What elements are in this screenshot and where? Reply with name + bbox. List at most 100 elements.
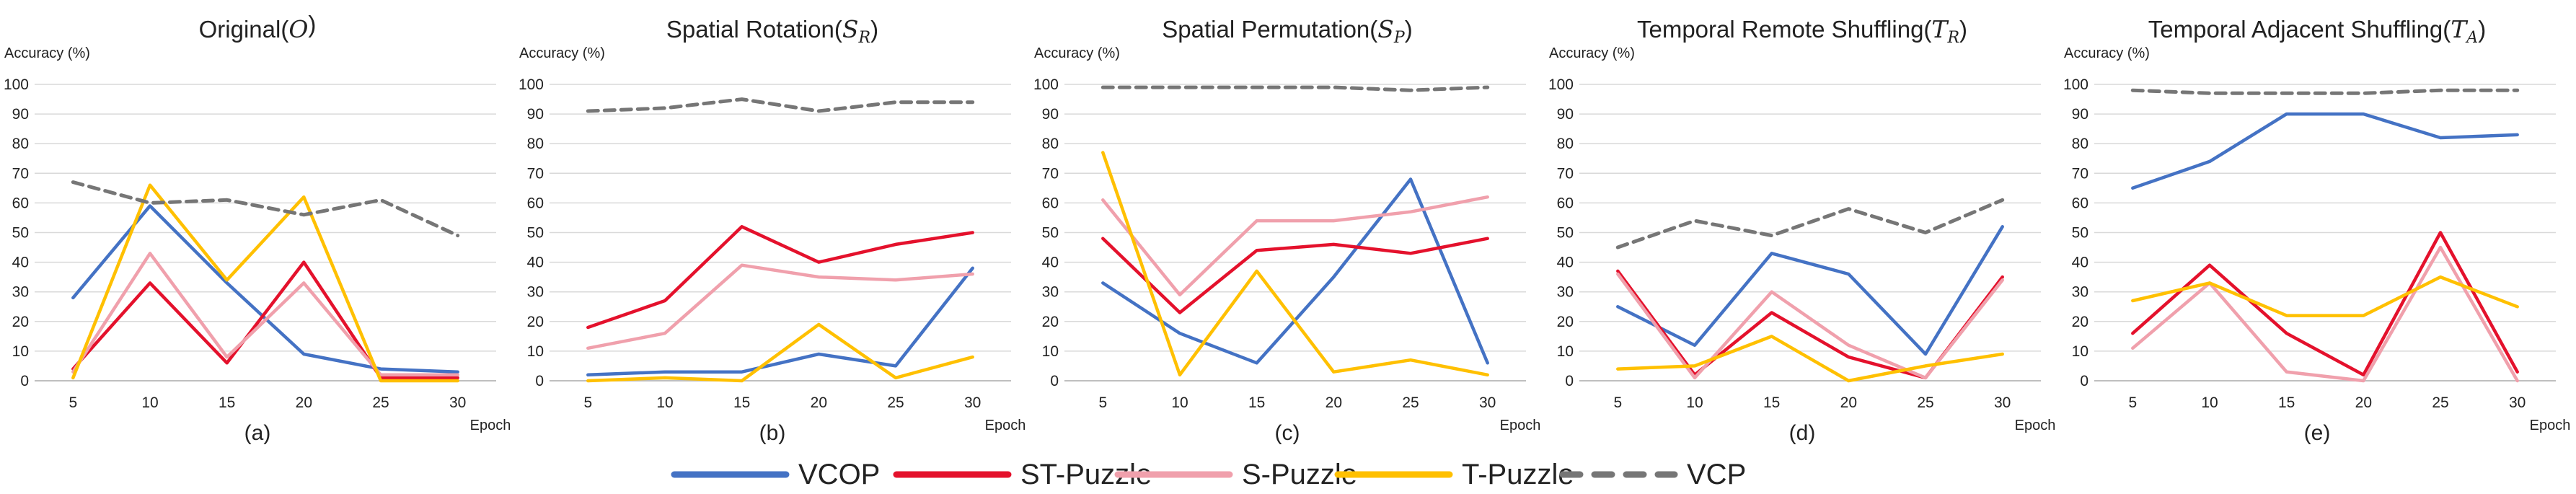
- y-tick-label: 70: [527, 165, 544, 182]
- y-tick-label: 90: [2072, 106, 2088, 123]
- title-close: ): [2478, 16, 2486, 43]
- x-tick-label: 25: [1917, 394, 1933, 411]
- x-tick-label: 15: [219, 394, 235, 411]
- x-tick-label: 10: [141, 394, 158, 411]
- x-tick-label: 5: [2128, 394, 2137, 411]
- series-line-stpuzzle: [586, 225, 974, 330]
- y-tick-label: 50: [2072, 225, 2088, 242]
- y-tick-label: 40: [527, 255, 544, 271]
- chart-title: Spatial Permutation(SP): [1162, 15, 1412, 47]
- y-tick-label: 0: [535, 373, 544, 389]
- chart-title: Original(O): [199, 11, 317, 43]
- x-tick-label: 20: [2355, 394, 2372, 411]
- y-tick-label: 50: [1042, 225, 1059, 242]
- y-tick-label: 90: [12, 106, 29, 123]
- y-tick-label: 40: [1557, 255, 1574, 271]
- series-line-vcop: [1616, 225, 2004, 356]
- y-tick-label: 70: [2072, 165, 2088, 182]
- x-tick-label: 10: [1171, 394, 1188, 411]
- y-tick-label: 20: [2072, 314, 2088, 330]
- y-tick-label: 30: [12, 284, 29, 301]
- x-tick-label: 5: [583, 394, 592, 411]
- y-tick-label: 70: [1557, 165, 1574, 182]
- x-tick-label: 25: [372, 394, 389, 411]
- legend-item: T-Puzzle: [1334, 459, 1574, 490]
- title-close: ): [1405, 16, 1413, 43]
- chart-title: Temporal Remote Shuffling(TR): [1637, 15, 1967, 47]
- x-axis-label: Epoch: [985, 418, 1026, 433]
- y-tick-label: 70: [12, 165, 29, 182]
- title-close: ): [308, 11, 316, 38]
- y-tick-label: 30: [527, 284, 544, 301]
- series-line-spuzzle: [1101, 195, 1489, 297]
- y-tick-label: 20: [527, 314, 544, 330]
- x-tick-label: 5: [69, 394, 77, 411]
- series-line-vcp: [1100, 85, 1490, 92]
- y-tick-label: 60: [1042, 195, 1059, 211]
- series-line-tpuzzle: [1616, 335, 2004, 383]
- title-text: Temporal Remote Shuffling(: [1637, 16, 1931, 43]
- y-tick-label: 40: [1042, 255, 1059, 271]
- title-symbol: T: [2451, 15, 2469, 43]
- y-tick-label: 100: [4, 76, 29, 93]
- x-tick-label: 25: [2432, 394, 2448, 411]
- y-tick-label: 10: [12, 343, 29, 360]
- x-tick-label: 30: [1994, 394, 2011, 411]
- y-tick-label: 10: [2072, 343, 2088, 360]
- chart-panel: Temporal Adjacent Shuffling(TA)Accuracy …: [2063, 15, 2570, 445]
- legend-label: T-Puzzle: [1462, 459, 1574, 490]
- series-line-vcp: [2130, 88, 2520, 95]
- x-tick-label: 30: [2509, 394, 2526, 411]
- panel-caption: (c): [1275, 421, 1300, 445]
- y-tick-label: 80: [2072, 136, 2088, 152]
- x-tick-label: 25: [1402, 394, 1419, 411]
- x-tick-label: 15: [733, 394, 750, 411]
- legend-label: VCOP: [798, 459, 880, 490]
- y-axis-label: Accuracy (%): [519, 45, 605, 61]
- legend-item: VCP: [1559, 459, 1746, 490]
- x-tick-label: 10: [2201, 394, 2218, 411]
- series-line-vcop: [586, 266, 974, 377]
- y-tick-label: 60: [2072, 195, 2088, 211]
- y-axis-label: Accuracy (%): [2064, 45, 2150, 61]
- x-axis-label: Epoch: [2015, 418, 2056, 433]
- y-tick-label: 40: [12, 255, 29, 271]
- series-line-stpuzzle: [2131, 231, 2519, 377]
- chart-title: Temporal Adjacent Shuffling(TA): [2148, 15, 2486, 47]
- y-tick-label: 10: [527, 343, 544, 360]
- series-line-vcp: [586, 97, 975, 113]
- y-tick-label: 50: [12, 225, 29, 242]
- chart-panel: Temporal Remote Shuffling(TR)Accuracy (%…: [1548, 15, 2055, 445]
- title-subscript: A: [2465, 29, 2478, 47]
- title-text: Spatial Rotation(: [666, 16, 842, 43]
- legend-label: VCP: [1687, 459, 1746, 490]
- series-line-vcop: [2131, 112, 2519, 190]
- title-symbol: O: [288, 15, 308, 43]
- title-subscript: R: [1946, 29, 1959, 47]
- title-symbol: S: [842, 15, 859, 43]
- y-tick-label: 30: [1042, 284, 1059, 301]
- x-tick-label: 5: [1613, 394, 1622, 411]
- y-tick-label: 100: [519, 76, 544, 93]
- x-tick-label: 10: [656, 394, 673, 411]
- chart-panel: Original(O) Accuracy (%) 0 10 20 30 40 50 60 70 80…: [4, 11, 511, 445]
- y-tick-label: 90: [1557, 106, 1574, 123]
- y-tick-label: 80: [12, 136, 29, 152]
- title-subscript: P: [1393, 29, 1406, 47]
- y-tick-label: 60: [1557, 195, 1574, 211]
- series-line-spuzzle: [586, 263, 974, 350]
- series-line-spuzzle: [71, 252, 459, 377]
- y-tick-label: 80: [1557, 136, 1574, 152]
- series-line-spuzzle: [1616, 272, 2004, 380]
- title-symbol: T: [1931, 15, 1949, 43]
- y-tick-label: 100: [1548, 76, 1574, 93]
- title-close: ): [870, 16, 878, 43]
- x-tick-label: 20: [1840, 394, 1857, 411]
- x-tick-label: 20: [811, 394, 827, 411]
- y-tick-label: 60: [527, 195, 544, 211]
- chart-panel: Spatial Rotation(SR) Accuracy (%) 0 10 20 30 4…: [519, 15, 1025, 445]
- x-tick-label: 15: [2278, 394, 2295, 411]
- legend-item: S-Puzzle: [1114, 459, 1357, 490]
- title-text: Temporal Adjacent Shuffling(: [2148, 16, 2451, 43]
